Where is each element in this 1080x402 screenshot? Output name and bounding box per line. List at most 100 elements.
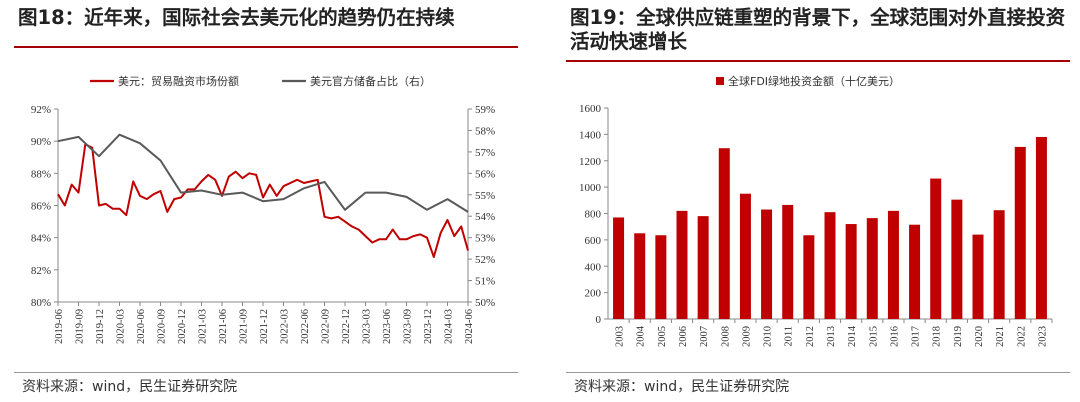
left-y-tick-label: 92% (31, 104, 51, 116)
bar-2021 (993, 210, 1005, 319)
bar-2018 (930, 178, 942, 319)
x-tick-label: 2022-03 (280, 309, 291, 344)
right-y-tick-label: 55% (475, 190, 495, 202)
right-y-tick-label: 56% (475, 168, 495, 180)
x-tick-label: 2015 (868, 326, 879, 347)
right-y-tick-label: 59% (475, 104, 495, 116)
bar-2017 (909, 224, 921, 319)
y-tick-label: 1400 (579, 129, 602, 141)
y-tick-label: 400 (585, 261, 602, 273)
x-tick-label: 2004 (636, 325, 647, 347)
x-tick-label: 2009 (741, 326, 752, 347)
x-tick-label: 2023-12 (423, 309, 434, 344)
y-tick-label: 1600 (579, 103, 602, 115)
right-y-tick-label: 52% (475, 254, 495, 266)
bar-2022 (1014, 146, 1026, 319)
left-y-tick-label: 90% (31, 136, 51, 148)
bar-2010 (761, 209, 773, 319)
x-tick-label: 2014 (847, 325, 858, 347)
series-line-official-reserve-share (57, 133, 469, 213)
bar-2006 (676, 210, 688, 319)
x-tick-label: 2003 (615, 326, 626, 347)
x-tick-label: 2023-09 (403, 309, 414, 344)
left-source-rule (14, 372, 518, 373)
x-tick-label: 2024-03 (444, 309, 455, 344)
legend-label-trade-finance-share: 美元：贸易融资市场份额 (118, 74, 239, 88)
x-tick-label: 2023-06 (382, 309, 393, 344)
right-y-tick-label: 53% (475, 233, 495, 245)
x-tick-label: 2021 (995, 326, 1006, 347)
right-title-rule (566, 60, 1070, 62)
right-chart-title: 图19：全球供应链重塑的背景下，全球范围对外直接投资活动快速增长 (570, 6, 1066, 53)
x-tick-label: 2021-09 (239, 309, 250, 344)
x-tick-label: 2022 (1016, 326, 1027, 347)
x-tick-label: 2011 (784, 326, 795, 347)
bar-2019 (951, 199, 963, 319)
y-tick-label: 600 (585, 235, 602, 247)
x-tick-label: 2012 (805, 326, 816, 347)
y-tick-label: 800 (585, 209, 602, 221)
x-tick-label: 2020-03 (116, 309, 127, 344)
x-tick-label: 2018 (932, 326, 943, 347)
right-y-tick-label: 54% (475, 211, 495, 223)
y-tick-label: 200 (585, 288, 602, 300)
x-tick-label: 2023-03 (362, 309, 373, 344)
bar-2009 (739, 193, 751, 319)
left-source-note: 资料来源：wind，民生证券研究院 (22, 379, 238, 395)
bar-2014 (845, 224, 857, 319)
right-chart-panel: 图19：全球供应链重塑的背景下，全球范围对外直接投资活动快速增长 全球FDI绿地… (552, 0, 1080, 402)
left-title-rule (14, 46, 518, 48)
left-y-tick-label: 82% (31, 265, 51, 277)
x-tick-label: 2008 (720, 326, 731, 347)
left-y-tick-label: 86% (31, 201, 51, 213)
x-tick-label: 2021-12 (259, 309, 270, 344)
x-tick-label: 2021-06 (218, 309, 229, 344)
x-tick-label: 2022-09 (321, 309, 332, 344)
bar-2008 (718, 148, 730, 319)
bar-2005 (655, 235, 667, 319)
x-tick-label: 2019-09 (75, 309, 86, 344)
x-tick-label: 2007 (699, 326, 710, 347)
bar-2007 (697, 216, 709, 319)
x-tick-label: 2013 (826, 326, 837, 347)
right-y-tick-label: 58% (475, 125, 495, 137)
x-tick-label: 2020-09 (157, 309, 168, 344)
bar-2003 (613, 217, 625, 319)
legend-label-fdi-greenfield: 全球FDI绿地投资金额（十亿美元） (728, 74, 900, 88)
x-tick-label: 2021-03 (198, 309, 209, 344)
y-tick-label: 1000 (579, 182, 602, 194)
x-tick-label: 2006 (678, 326, 689, 347)
series-line-trade-finance-share (57, 143, 469, 258)
legend-swatch-fdi-greenfield (716, 77, 724, 85)
bar-2016 (887, 210, 899, 319)
x-tick-label: 2022-12 (341, 309, 352, 344)
right-y-tick-label: 57% (475, 147, 495, 159)
bar-2013 (824, 212, 836, 319)
x-tick-label: 2020-06 (136, 309, 147, 344)
bar-2012 (803, 235, 815, 319)
left-line-chart: 美元：贸易融资市场份额 美元官方储备占比（右） 92% 90% 88% 86% 84% 82%… (31, 74, 495, 344)
x-tick-label: 2022-06 (300, 309, 311, 344)
y-tick-label: 0 (596, 314, 602, 326)
x-tick-label: 2024-06 (464, 309, 475, 344)
right-source-rule (566, 372, 1070, 373)
x-tick-label: 2020 (974, 326, 985, 347)
right-source-note: 资料来源：wind，民生证券研究院 (574, 379, 790, 395)
left-y-tick-label: 88% (31, 168, 51, 180)
y-tick-label: 1200 (579, 156, 602, 168)
right-y-tick-label: 51% (475, 276, 495, 288)
x-tick-label: 2023 (1037, 326, 1048, 347)
x-tick-label: 2019-12 (95, 309, 106, 344)
right-y-tick-label: 50% (475, 297, 495, 309)
bar-2015 (866, 218, 878, 319)
x-tick-label: 2016 (889, 326, 900, 347)
left-chart-panel: 图18：近年来，国际社会去美元化的趋势仍在持续 美元：贸易融资市场份额 美元官方储… (0, 0, 528, 402)
x-tick-label: 2005 (657, 326, 668, 347)
right-bar-chart: 全球FDI绿地投资金额（十亿美元） 1600 1400 1200 1000 800 600 4… (579, 74, 1053, 347)
bar-2023 (1035, 137, 1047, 319)
legend-label-official-reserve-share: 美元官方储备占比（右） (310, 74, 431, 88)
bar-2004 (634, 233, 646, 319)
left-y-tick-label: 80% (31, 297, 51, 309)
x-tick-label: 2020-12 (177, 309, 188, 344)
x-tick-label: 2019-06 (54, 309, 65, 344)
